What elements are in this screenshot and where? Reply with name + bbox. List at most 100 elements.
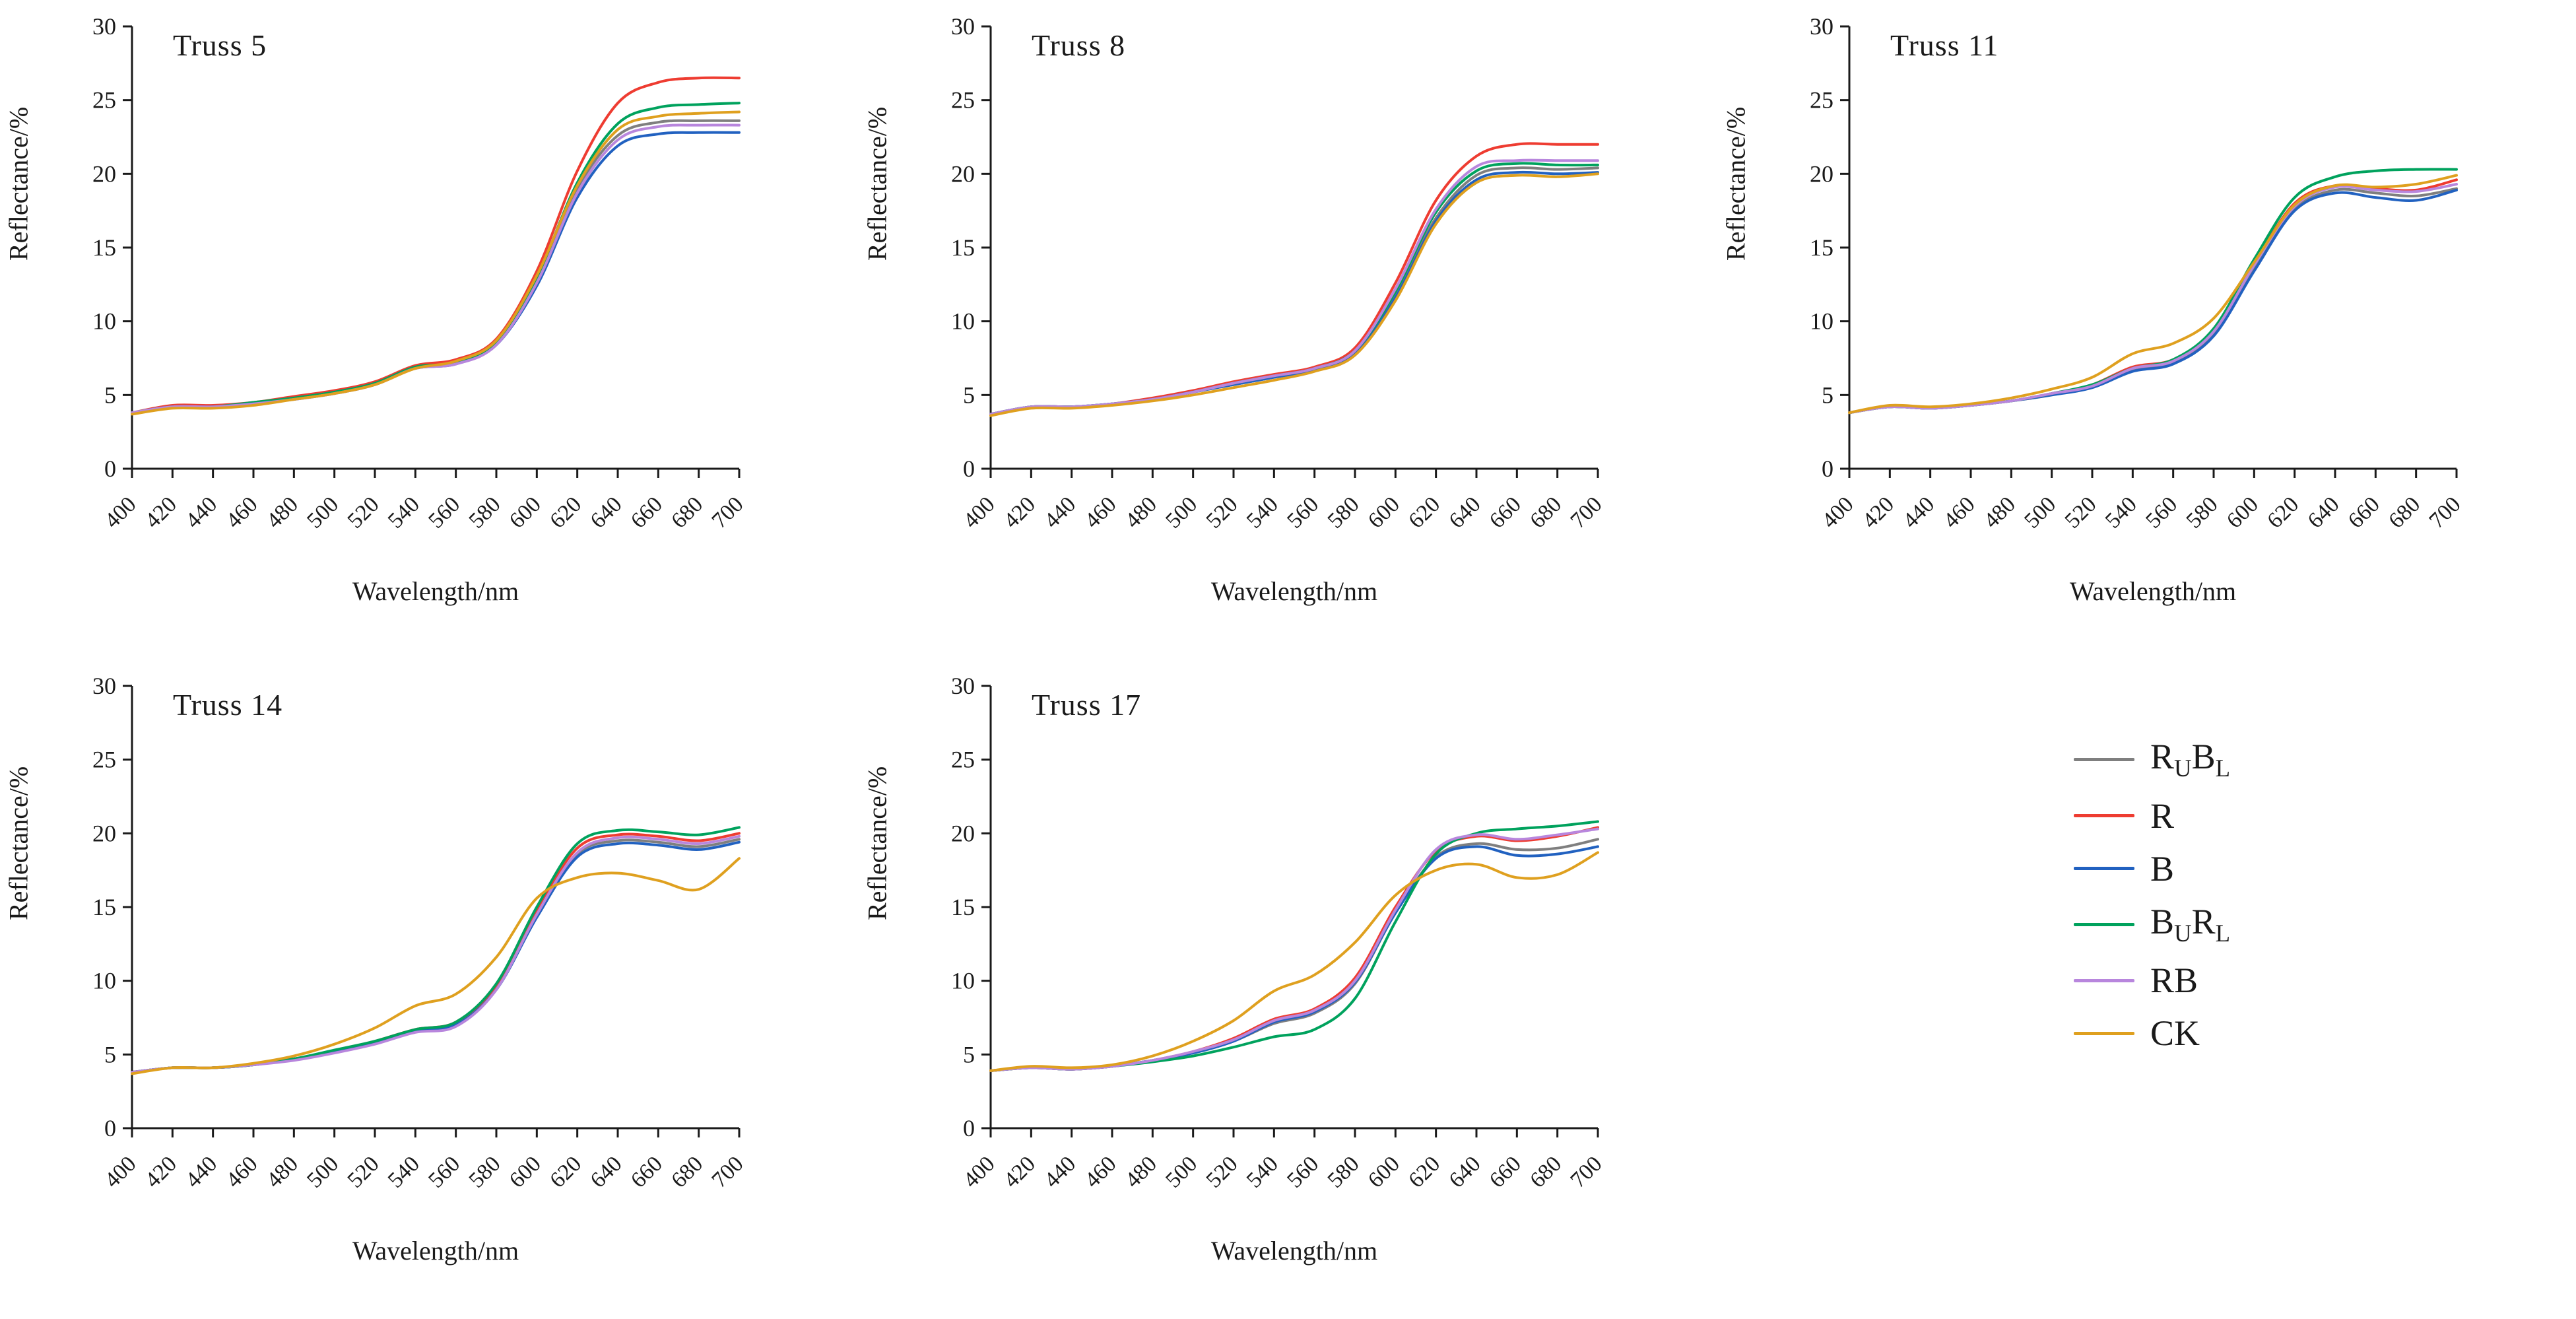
svg-text:520: 520 xyxy=(2060,492,2101,533)
svg-text:5: 5 xyxy=(104,382,116,408)
svg-text:580: 580 xyxy=(464,492,505,533)
svg-text:480: 480 xyxy=(1979,492,2020,533)
svg-text:520: 520 xyxy=(1201,492,1242,533)
legend-line-swatch xyxy=(2074,1031,2134,1035)
svg-text:10: 10 xyxy=(951,968,975,994)
svg-text:15: 15 xyxy=(92,234,116,261)
x-axis-label: Wavelength/nm xyxy=(352,576,519,606)
svg-text:480: 480 xyxy=(262,1151,303,1192)
svg-text:15: 15 xyxy=(92,894,116,920)
chart-title: Truss 11 xyxy=(1890,28,1999,62)
svg-text:20: 20 xyxy=(92,160,116,187)
svg-text:620: 620 xyxy=(1404,492,1445,533)
legend-line-swatch xyxy=(2074,867,2134,871)
svg-text:660: 660 xyxy=(1485,492,1526,533)
svg-text:540: 540 xyxy=(383,492,424,533)
svg-text:680: 680 xyxy=(667,1151,708,1192)
svg-text:500: 500 xyxy=(2020,492,2061,533)
legend-item-3: BURL xyxy=(2074,904,2230,946)
legend-line-swatch xyxy=(2074,978,2134,982)
svg-text:500: 500 xyxy=(302,1151,343,1192)
svg-text:640: 640 xyxy=(585,492,626,533)
svg-text:560: 560 xyxy=(424,1151,465,1192)
svg-text:0: 0 xyxy=(963,456,975,482)
svg-text:20: 20 xyxy=(1810,160,1833,187)
svg-text:640: 640 xyxy=(585,1151,626,1192)
svg-text:560: 560 xyxy=(424,492,465,533)
legend-line-swatch xyxy=(2074,758,2134,762)
chart-canvas: 0 5 10 15 20 25 30 400 420 440 460 480 500 520 540 560 5… xyxy=(1810,13,2466,533)
svg-text:420: 420 xyxy=(999,1151,1040,1192)
svg-text:700: 700 xyxy=(707,1151,748,1192)
svg-text:20: 20 xyxy=(951,160,975,187)
legend-line-swatch xyxy=(2074,814,2134,818)
legend-label: RB xyxy=(2150,961,2198,1001)
svg-text:640: 640 xyxy=(1444,1151,1485,1192)
svg-text:680: 680 xyxy=(1525,1151,1566,1192)
svg-text:20: 20 xyxy=(92,820,116,846)
svg-text:600: 600 xyxy=(2222,492,2263,533)
svg-text:420: 420 xyxy=(141,1151,182,1192)
svg-text:420: 420 xyxy=(999,492,1040,533)
svg-text:580: 580 xyxy=(2181,492,2222,533)
svg-text:10: 10 xyxy=(1810,308,1833,335)
svg-text:10: 10 xyxy=(92,968,116,994)
svg-text:660: 660 xyxy=(626,1151,667,1192)
svg-text:460: 460 xyxy=(221,1151,262,1192)
svg-text:0: 0 xyxy=(963,1115,975,1141)
chart-title: Truss 17 xyxy=(1032,688,1142,722)
svg-text:460: 460 xyxy=(1080,1151,1121,1192)
svg-text:0: 0 xyxy=(104,1115,116,1141)
svg-text:10: 10 xyxy=(951,308,975,335)
svg-text:400: 400 xyxy=(958,1151,999,1192)
svg-text:400: 400 xyxy=(1817,492,1858,533)
svg-text:400: 400 xyxy=(958,492,999,533)
svg-text:25: 25 xyxy=(951,87,975,114)
svg-text:440: 440 xyxy=(181,492,222,533)
svg-text:580: 580 xyxy=(1323,492,1364,533)
svg-text:580: 580 xyxy=(1323,1151,1364,1192)
svg-text:600: 600 xyxy=(1364,1151,1404,1192)
svg-text:620: 620 xyxy=(1404,1151,1445,1192)
svg-text:560: 560 xyxy=(1282,1151,1323,1192)
legend-line-swatch xyxy=(2074,922,2134,926)
svg-text:5: 5 xyxy=(104,1041,116,1067)
svg-text:5: 5 xyxy=(963,1041,975,1067)
legend-item-4: RB xyxy=(2074,963,2230,998)
svg-text:540: 540 xyxy=(1242,492,1283,533)
svg-text:25: 25 xyxy=(1810,87,1833,114)
svg-text:680: 680 xyxy=(2384,492,2425,533)
svg-text:420: 420 xyxy=(141,492,182,533)
svg-text:400: 400 xyxy=(100,492,141,533)
svg-text:480: 480 xyxy=(1121,492,1162,533)
svg-text:5: 5 xyxy=(1822,382,1833,408)
chart-canvas: 0 5 10 15 20 25 30 400 420 440 460 480 500 520 540 560 5… xyxy=(951,13,1607,533)
chart-canvas: 0 5 10 15 20 25 30 400 420 440 460 480 500 520 540 560 5… xyxy=(951,673,1607,1193)
svg-text:700: 700 xyxy=(1566,492,1606,533)
svg-text:5: 5 xyxy=(963,382,975,408)
legend-label: B xyxy=(2150,848,2175,889)
svg-text:440: 440 xyxy=(1040,1151,1080,1192)
svg-text:680: 680 xyxy=(1525,492,1566,533)
svg-text:30: 30 xyxy=(951,673,975,699)
svg-text:660: 660 xyxy=(626,492,667,533)
svg-text:30: 30 xyxy=(1810,13,1833,40)
svg-text:500: 500 xyxy=(1161,492,1202,533)
svg-text:520: 520 xyxy=(1201,1151,1242,1192)
svg-text:620: 620 xyxy=(2262,492,2303,533)
legend-item-5: CK xyxy=(2074,1015,2230,1051)
svg-text:25: 25 xyxy=(92,87,116,114)
legend-label: BURL xyxy=(2150,901,2231,947)
svg-text:680: 680 xyxy=(667,492,708,533)
svg-text:30: 30 xyxy=(951,13,975,40)
svg-text:0: 0 xyxy=(1822,456,1833,482)
svg-text:520: 520 xyxy=(343,1151,383,1192)
svg-text:15: 15 xyxy=(1810,234,1833,261)
svg-text:440: 440 xyxy=(1040,492,1080,533)
svg-text:700: 700 xyxy=(2424,492,2465,533)
legend-label: RUBL xyxy=(2150,737,2231,782)
svg-text:660: 660 xyxy=(2344,492,2385,533)
svg-text:480: 480 xyxy=(1121,1151,1162,1192)
